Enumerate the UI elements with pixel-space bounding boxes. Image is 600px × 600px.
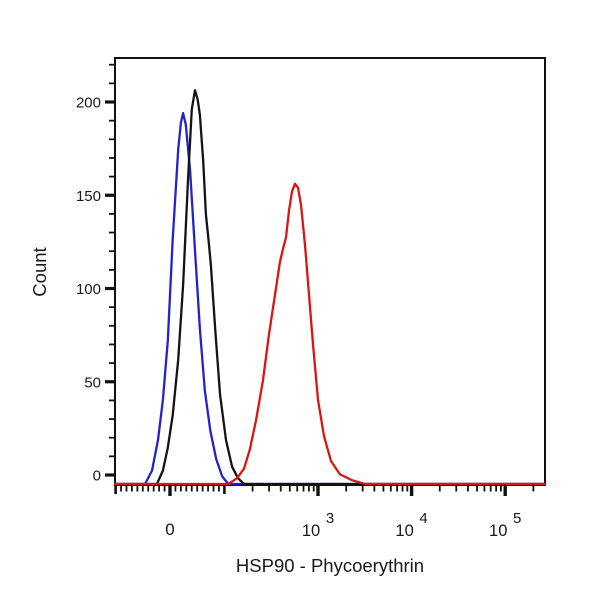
y-tick-label: 100	[76, 281, 101, 298]
y-axis-tick-labels: 0 50 100 150 200	[76, 95, 101, 485]
y-axis-ticks	[105, 63, 115, 477]
x-tick-label-base: 10	[395, 522, 413, 540]
y-tick-label: 200	[76, 95, 101, 112]
curve-isotype-control	[113, 89, 547, 486]
plot-border	[114, 57, 546, 486]
curve-unstained-control	[113, 111, 547, 486]
x-axis-ticks	[114, 486, 535, 496]
x-tick-label-exponent: 5	[513, 510, 521, 527]
curve-hsp90-stained	[113, 182, 547, 486]
x-tick-label-exponent: 3	[326, 510, 334, 527]
y-tick-label: 150	[76, 188, 101, 205]
y-tick-label: 0	[93, 468, 101, 485]
x-tick-label-base: 10	[302, 522, 320, 540]
x-tick-label-exponent: 4	[419, 510, 427, 527]
x-tick-label: 0	[165, 520, 174, 539]
y-tick-label: 50	[84, 374, 101, 391]
x-axis-tick-labels: 0 10 3 10 4 10 5	[165, 510, 521, 540]
histogram-curves	[113, 89, 547, 486]
x-axis-title: HSP90 - Phycoerythrin	[236, 555, 424, 576]
x-tick-label-base: 10	[489, 522, 507, 540]
y-axis-title: Count	[29, 247, 50, 296]
